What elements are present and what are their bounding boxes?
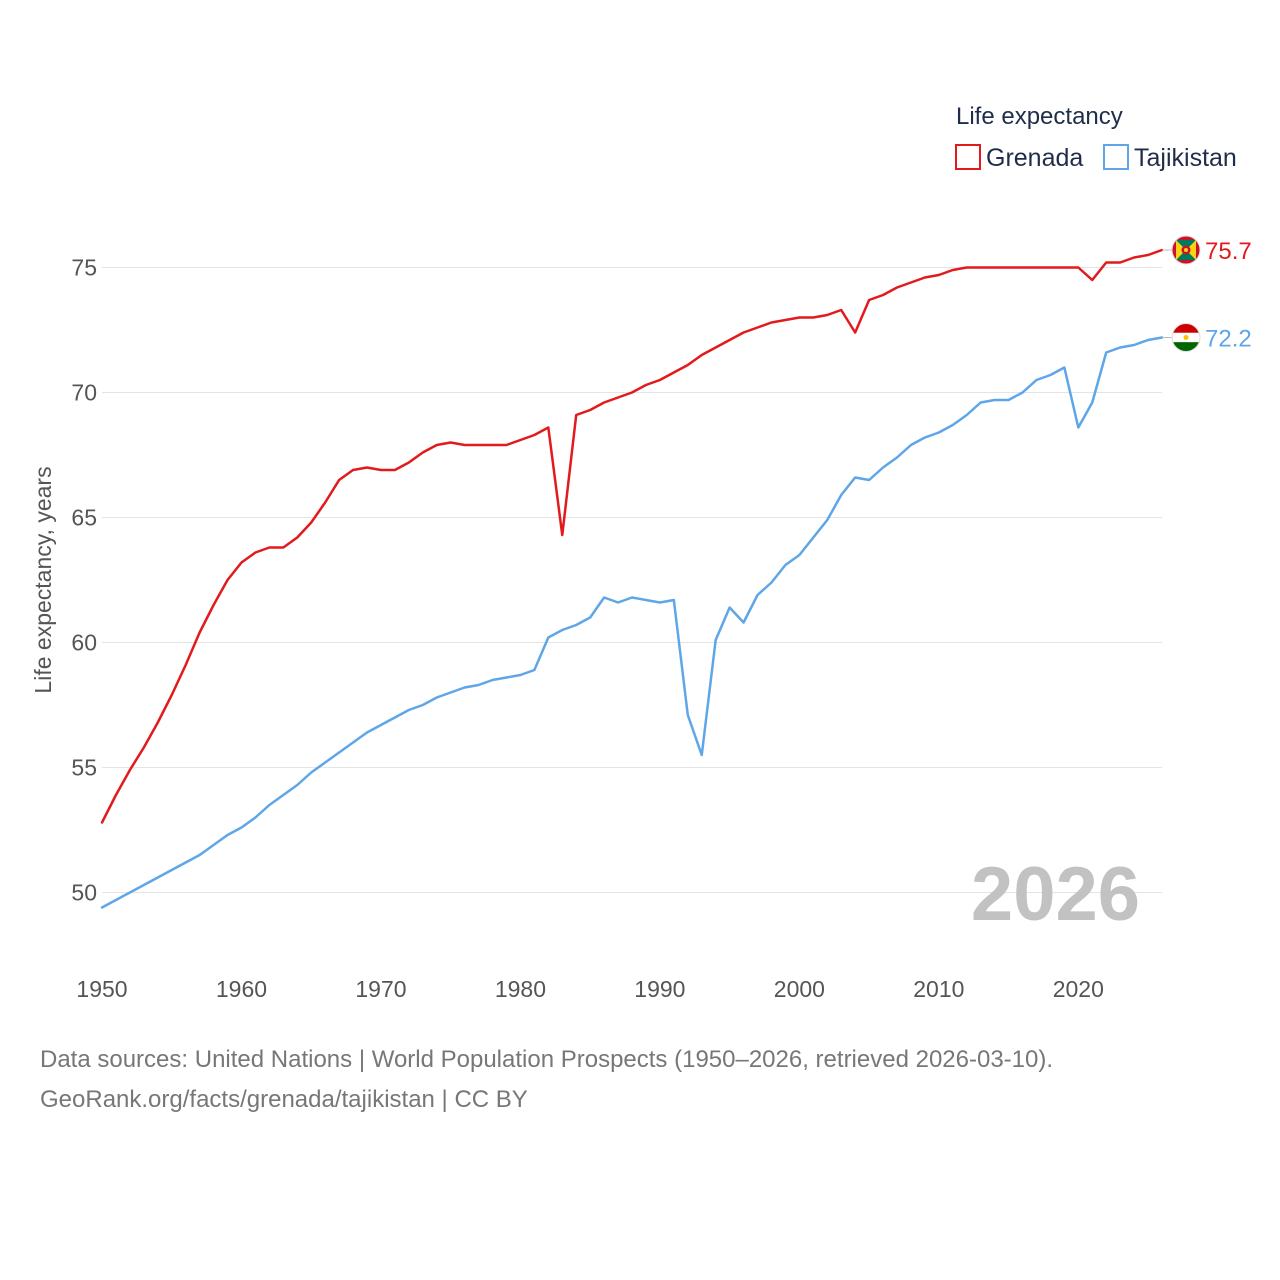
end-value-label-tajikistan: 72.2 [1205,326,1252,353]
x-axis-ticks: 1950 1960 1970 1980 1990 2000 2010 2020 [76,976,1103,1002]
series-end-labels: 75.7 72.2 [1162,235,1252,353]
grid-lines [102,267,1162,893]
legend-title: Life expectancy [956,103,1123,130]
grenada-flag-icon [1171,235,1201,265]
x-tick-label-1980: 1980 [495,976,546,1002]
x-tick-label-1960: 1960 [216,976,267,1002]
legend-label-tajikistan: Tajikistan [1134,144,1237,172]
series-lines [100,248,1164,909]
y-tick-label-65: 65 [71,505,97,531]
end-value-label-grenada: 75.7 [1205,238,1252,265]
series-line-grenada[interactable] [100,248,1164,824]
x-tick-label-1990: 1990 [634,976,685,1002]
y-tick-label-50: 50 [71,880,97,906]
tajikistan-flag-icon [1171,323,1201,352]
x-tick-label-2000: 2000 [774,976,825,1002]
legend: Life expectancy Grenada Tajikistan [955,103,1237,172]
year-watermark: 2026 [971,852,1140,937]
series-line-tajikistan[interactable] [100,336,1164,909]
source-line: Data sources: United Nations | World Pop… [40,1046,1054,1073]
credit-line[interactable]: GeoRank.org/facts/grenada/tajikistan | C… [40,1086,528,1113]
legend-swatch-grenada [955,144,981,170]
x-tick-label-2010: 2010 [913,976,964,1002]
y-axis-ticks: 50 55 60 65 70 75 [71,255,97,906]
x-tick-label-2020: 2020 [1053,976,1104,1002]
legend-item-grenada[interactable]: Grenada [955,144,1083,172]
y-tick-label-60: 60 [71,630,97,656]
legend-item-tajikistan[interactable]: Tajikistan [1103,144,1237,172]
x-tick-label-1950: 1950 [76,976,127,1002]
source-footer: Data sources: United Nations | World Pop… [40,1040,1053,1120]
y-tick-label-55: 55 [71,755,97,781]
y-tick-label-75: 75 [71,255,97,281]
x-tick-label-1970: 1970 [355,976,406,1002]
legend-swatch-tajikistan [1103,144,1129,170]
y-tick-label-70: 70 [71,380,97,406]
y-axis-title: Life expectancy, years [30,466,56,693]
legend-label-grenada: Grenada [986,144,1083,172]
